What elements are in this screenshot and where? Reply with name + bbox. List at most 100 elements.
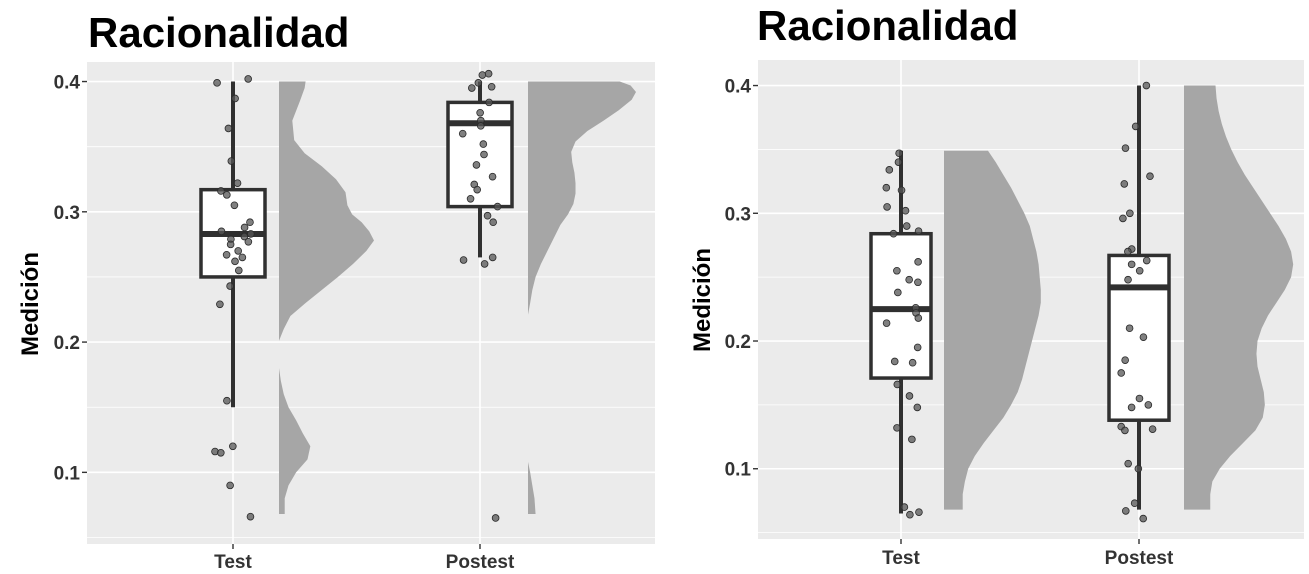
data-point	[1124, 247, 1132, 256]
y-tick-label: 0.2	[54, 333, 80, 354]
data-point	[489, 218, 497, 227]
data-point	[458, 129, 467, 138]
data-point	[906, 510, 914, 519]
x-tick-labels: Test Postest	[882, 539, 1174, 569]
data-point	[233, 179, 242, 187]
x-tick-label: Test	[882, 548, 920, 569]
y-tick-labels: 0.1 0.2 0.3 0.4	[54, 73, 87, 484]
data-point	[883, 203, 891, 211]
data-point	[488, 253, 497, 262]
chart-title: Racionalidad	[757, 2, 1018, 49]
data-point	[217, 227, 226, 236]
data-point	[1142, 81, 1151, 90]
data-point	[246, 512, 255, 521]
data-point	[240, 223, 249, 232]
data-point	[1120, 180, 1129, 188]
data-point	[483, 211, 492, 220]
chart-left: 0.1 0.2 0.3 0.4 Test Postest Racionalidad Me…	[17, 9, 655, 573]
y-axis-title: Medición	[689, 248, 716, 352]
y-tick-label: 0.3	[54, 203, 80, 224]
data-point	[914, 227, 923, 235]
data-point	[905, 392, 914, 400]
data-point	[1148, 425, 1157, 433]
data-point	[901, 206, 910, 215]
data-point	[238, 253, 247, 262]
data-point	[913, 343, 922, 352]
data-point	[226, 481, 234, 490]
data-point	[226, 240, 235, 249]
data-point	[246, 218, 254, 227]
data-point	[1139, 514, 1148, 523]
data-point	[229, 442, 237, 451]
data-point	[480, 150, 488, 159]
density-layer	[944, 85, 1294, 510]
data-point	[230, 201, 239, 210]
density-shape	[944, 150, 1041, 510]
x-tick-label: Postest	[446, 552, 515, 573]
data-point	[1144, 401, 1153, 409]
y-tick-label: 0.4	[54, 73, 81, 94]
data-point	[240, 232, 249, 241]
x-tick-label: Test	[214, 552, 252, 573]
data-point	[473, 185, 482, 194]
data-point	[1146, 172, 1154, 181]
data-point	[472, 161, 481, 169]
data-point	[1121, 356, 1129, 364]
data-point	[1142, 256, 1151, 265]
data-point	[226, 282, 234, 290]
data-point	[231, 94, 239, 103]
data-point	[468, 84, 476, 92]
data-point	[1121, 144, 1130, 152]
density-layer	[279, 81, 636, 515]
data-point	[247, 230, 255, 238]
data-point	[217, 449, 225, 457]
data-point	[485, 98, 493, 107]
y-tick-label: 0.1	[54, 463, 81, 484]
chart-title: Racionalidad	[88, 9, 349, 56]
data-point	[466, 194, 475, 203]
density-shape	[279, 368, 311, 515]
points-layer	[211, 69, 502, 522]
data-point	[217, 187, 225, 195]
density-shape	[528, 81, 636, 315]
data-point	[913, 403, 922, 412]
data-point	[1135, 394, 1144, 403]
data-point	[914, 314, 923, 322]
data-point	[895, 149, 903, 158]
data-point	[1130, 499, 1139, 508]
data-point	[908, 435, 916, 444]
data-point	[478, 71, 487, 79]
data-point	[487, 82, 496, 91]
data-point	[244, 75, 252, 83]
data-point	[1127, 403, 1136, 412]
data-point	[491, 514, 500, 522]
data-point	[234, 247, 242, 255]
data-point	[897, 186, 906, 195]
box	[869, 231, 933, 380]
data-point	[893, 424, 901, 432]
data-point	[890, 357, 899, 366]
data-point	[905, 275, 913, 284]
data-point	[882, 319, 891, 327]
data-point	[474, 79, 483, 87]
data-point	[882, 183, 891, 192]
y-tick-label: 0.4	[725, 77, 752, 98]
data-point	[1139, 333, 1148, 341]
data-point	[488, 172, 497, 181]
density-shape	[1184, 85, 1294, 510]
data-point	[1121, 507, 1130, 515]
data-point	[234, 266, 243, 275]
data-point	[244, 237, 253, 246]
data-point	[1131, 122, 1140, 131]
data-point	[459, 256, 468, 264]
x-tick-labels: Test Postest	[214, 544, 515, 573]
data-point	[893, 380, 902, 389]
data-point	[213, 79, 221, 87]
points-layer	[882, 81, 1157, 523]
data-point	[914, 258, 922, 266]
y-tick-label: 0.2	[725, 332, 751, 353]
data-point	[902, 222, 911, 230]
data-point	[900, 503, 909, 511]
data-point	[222, 251, 231, 259]
